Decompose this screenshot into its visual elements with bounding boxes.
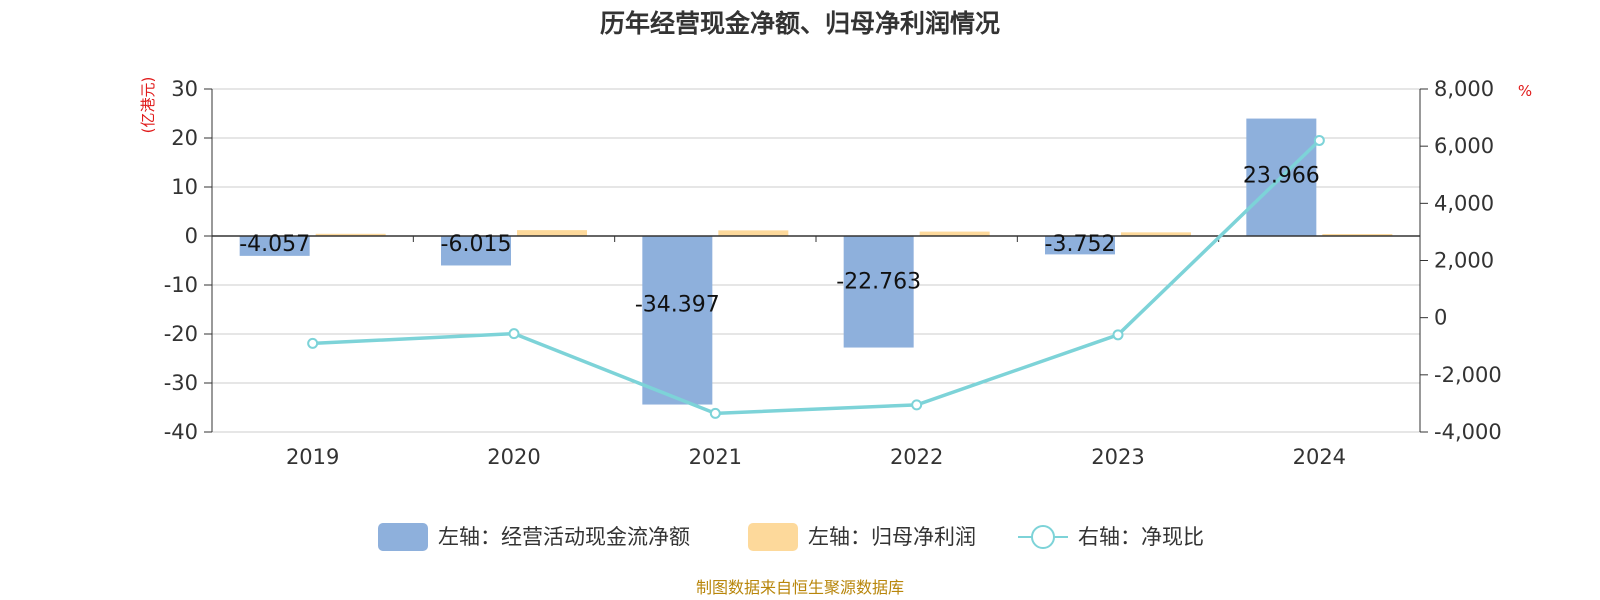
x-tick-label: 2020 [487, 445, 540, 469]
axes: 30 20 10 0 -10 -20 -30 -40 8,000 6,000 4,000 2,000 0… [164, 77, 1502, 469]
left-tick-label: -30 [164, 371, 198, 395]
left-tick-label: -20 [164, 322, 198, 346]
grid-lines [212, 88, 1420, 433]
data-label: -22.763 [836, 270, 921, 295]
chart-title: 历年经营现金净额、归母净利润情况 [600, 9, 1000, 38]
right-axis-unit: % [1518, 82, 1532, 100]
legend-item-cashflow[interactable]: 左轴：经营活动现金流净额 [378, 523, 690, 551]
bar-net-profit [1121, 232, 1191, 236]
legend-item-net-profit[interactable]: 左轴：归母净利润 [748, 523, 976, 551]
ratio-line [312, 139, 1321, 416]
right-tick-label: 6,000 [1434, 134, 1494, 158]
ratio-point [508, 328, 520, 340]
x-tick-label: 2023 [1091, 445, 1144, 469]
left-axis-unit: (亿港元) [139, 77, 157, 134]
ratio-point [709, 407, 721, 419]
legend: 左轴：经营活动现金流净额 左轴：归母净利润 右轴：净现比 [378, 523, 1204, 551]
bar-net-profit [517, 230, 587, 236]
legend-swatch-cashflow [378, 523, 428, 551]
data-labels: -4.057 -6.015 -34.397 -22.763 -3.752 23.966 [239, 164, 1320, 318]
ratio-point [307, 337, 319, 349]
bar-cashflow [441, 236, 511, 266]
source-note: 制图数据来自恒生聚源数据库 [696, 578, 904, 597]
bar-net-profit [919, 231, 990, 236]
x-tick-label: 2022 [890, 445, 943, 469]
right-tick-label: 4,000 [1434, 191, 1494, 215]
bar-net-profit [315, 233, 386, 236]
data-label: 23.966 [1243, 164, 1320, 189]
left-tick-label: -10 [164, 273, 198, 297]
right-tick-label: -2,000 [1434, 363, 1502, 387]
bar-series [239, 118, 1393, 405]
x-tick-label: 2021 [689, 445, 742, 469]
x-tick-label: 2024 [1293, 445, 1346, 469]
bar-net-profit [1322, 234, 1393, 236]
legend-label-ratio: 右轴：净现比 [1078, 525, 1204, 549]
right-tick-label: 8,000 [1434, 77, 1494, 101]
bar-net-profit [718, 230, 789, 236]
bar-cashflow [642, 236, 713, 405]
ratio-point [1112, 329, 1124, 341]
ratio-point [1313, 134, 1325, 146]
legend-item-ratio[interactable]: 右轴：净现比 [1018, 525, 1204, 549]
legend-swatch-ratio-marker [1031, 525, 1055, 549]
bar-cashflow [843, 236, 914, 348]
data-label: -3.752 [1045, 232, 1116, 257]
left-tick-label: 0 [185, 224, 198, 248]
legend-swatch-net-profit [748, 523, 798, 551]
line-series [307, 134, 1325, 419]
legend-label-cashflow: 左轴：经营活动现金流净额 [438, 525, 690, 549]
legend-label-net-profit: 左轴：归母净利润 [808, 525, 976, 549]
data-label: -4.057 [239, 232, 310, 257]
right-tick-label: 2,000 [1434, 249, 1494, 273]
left-tick-label: 10 [171, 175, 198, 199]
data-label: -34.397 [635, 292, 720, 317]
data-label: -6.015 [441, 232, 512, 257]
right-tick-label: -4,000 [1434, 420, 1502, 444]
bar-cashflow [1045, 236, 1115, 255]
left-tick-label: 20 [171, 126, 198, 150]
x-tick-label: 2019 [286, 445, 339, 469]
left-tick-label: 30 [171, 77, 198, 101]
bar-cashflow [239, 236, 310, 256]
left-tick-label: -40 [164, 420, 198, 444]
ratio-point [911, 399, 923, 411]
right-tick-label: 0 [1434, 306, 1447, 330]
